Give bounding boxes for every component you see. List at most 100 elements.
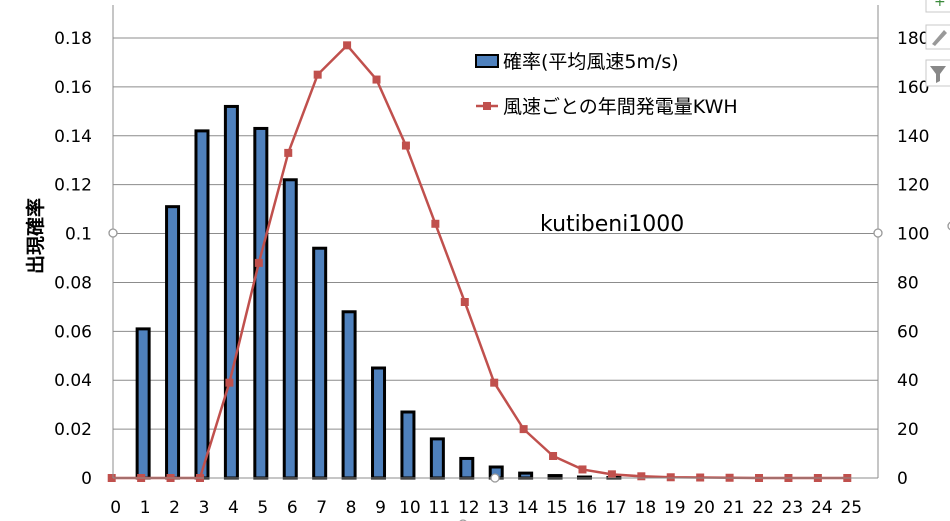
x-axis-ticks: 0 1 2 3 4 5 6 7 8 9 10 11 12 13 14 15 16 17 18 19 20 21 22 23 24… xyxy=(110,498,862,518)
x-tick-label: 4 xyxy=(228,498,239,518)
line-point xyxy=(490,378,499,387)
x-tick-label: 13 xyxy=(487,498,509,518)
chart-elements-button[interactable]: + xyxy=(925,0,950,13)
bar xyxy=(400,410,416,480)
line-point xyxy=(107,474,116,482)
right-axis-ticks: 0 20 40 60 80 100 120 140 160 180 xyxy=(897,29,929,489)
line-point xyxy=(519,425,528,434)
filter-icon xyxy=(930,66,946,83)
x-tick-label: 21 xyxy=(723,498,745,518)
chart-filters-button[interactable] xyxy=(925,59,950,87)
x-tick-label: 14 xyxy=(517,498,539,518)
line-point xyxy=(343,41,352,50)
x-tick-label: 16 xyxy=(576,498,598,518)
left-tick-label: 0 xyxy=(81,469,92,489)
left-tick-label: 0.1 xyxy=(65,225,92,245)
line-point xyxy=(460,298,469,306)
bar xyxy=(194,129,210,480)
x-tick-label: 5 xyxy=(257,498,268,518)
x-tick-label: 19 xyxy=(664,498,686,518)
chart-styles-button[interactable] xyxy=(925,24,950,50)
left-tick-label: 0.18 xyxy=(54,29,92,49)
bar xyxy=(341,310,357,480)
left-tick-label: 0.06 xyxy=(54,322,92,342)
line-point xyxy=(549,452,558,460)
line-series xyxy=(107,41,852,482)
x-tick-label: 1 xyxy=(140,498,151,518)
x-tick-label: 0 xyxy=(110,498,121,518)
right-tick-label: 0 xyxy=(897,469,908,489)
bar xyxy=(459,456,475,480)
line-point xyxy=(666,473,675,482)
left-tick-label: 0.16 xyxy=(54,78,92,98)
line-point xyxy=(284,148,293,157)
x-tick-label: 20 xyxy=(693,498,715,518)
x-tick-label: 25 xyxy=(840,498,862,518)
y-axis-label: 出現確率 xyxy=(24,198,47,274)
x-tick-label: 6 xyxy=(287,498,298,518)
chart-annotation: kutibeni1000 xyxy=(540,212,684,237)
legend-bar-swatch xyxy=(475,54,499,68)
x-tick-label: 15 xyxy=(546,498,568,518)
legend-label-energy: 風速ごとの年間発電量KWH xyxy=(503,96,738,118)
bar xyxy=(312,246,328,480)
line-point xyxy=(607,470,616,479)
line-point xyxy=(431,219,440,228)
line-point xyxy=(313,70,322,79)
right-tick-label: 180 xyxy=(897,29,929,49)
line-point xyxy=(578,465,587,474)
right-tick-label: 100 xyxy=(897,225,929,245)
bar xyxy=(165,205,181,480)
brush-icon xyxy=(932,30,947,46)
x-tick-label: 22 xyxy=(752,498,774,518)
bar xyxy=(282,178,298,480)
x-tick-label: 2 xyxy=(169,498,180,518)
right-tick-label: 140 xyxy=(897,127,929,147)
left-tick-label: 0.08 xyxy=(54,273,92,293)
grid xyxy=(113,37,878,430)
x-tick-label: 10 xyxy=(399,498,421,518)
right-tick-label: 40 xyxy=(897,371,919,391)
x-tick-label: 18 xyxy=(635,498,657,518)
left-axis-ticks: 0 0.02 0.04 0.06 0.08 0.1 0.12 0.14 0.16 0.18 xyxy=(54,29,92,489)
x-tick-label: 8 xyxy=(346,498,357,518)
x-tick-label: 9 xyxy=(375,498,386,518)
x-tick-label: 3 xyxy=(199,498,210,518)
bar xyxy=(518,471,534,480)
line-point xyxy=(372,75,381,84)
right-tick-label: 60 xyxy=(897,322,919,342)
x-tick-label: 12 xyxy=(458,498,480,518)
x-tick-label: 11 xyxy=(429,498,451,518)
line-point xyxy=(401,141,410,150)
right-tick-label: 20 xyxy=(897,420,919,440)
right-tick-label: 80 xyxy=(897,273,919,293)
x-tick-label: 23 xyxy=(782,498,804,518)
bar xyxy=(429,437,445,480)
x-tick-label: 24 xyxy=(811,498,833,518)
left-tick-label: 0.02 xyxy=(54,420,92,440)
bar xyxy=(371,366,387,480)
right-tick-label: 120 xyxy=(897,176,929,196)
plot-handle-right[interactable] xyxy=(873,228,883,238)
bar xyxy=(223,104,239,480)
left-tick-label: 0.12 xyxy=(54,176,92,196)
plot-handle-bottom[interactable] xyxy=(490,473,500,483)
left-tick-label: 0.14 xyxy=(54,127,92,147)
line-point xyxy=(225,378,234,387)
line-point xyxy=(637,472,646,481)
svg-text:+: + xyxy=(934,0,946,10)
bar xyxy=(253,126,269,480)
bar-series xyxy=(135,104,622,480)
x-tick-label: 17 xyxy=(605,498,627,518)
left-tick-label: 0.04 xyxy=(54,371,92,391)
legend: 確率(平均風速5m/s) 風速ごとの年間発電量KWH xyxy=(475,51,738,118)
line-point xyxy=(254,258,263,267)
right-tick-label: 160 xyxy=(897,78,929,98)
x-tick-label: 7 xyxy=(316,498,327,518)
legend-line-marker xyxy=(483,102,491,110)
plot-handle-left[interactable] xyxy=(108,228,118,238)
legend-label-probability: 確率(平均風速5m/s) xyxy=(503,51,679,73)
bar xyxy=(135,327,151,480)
